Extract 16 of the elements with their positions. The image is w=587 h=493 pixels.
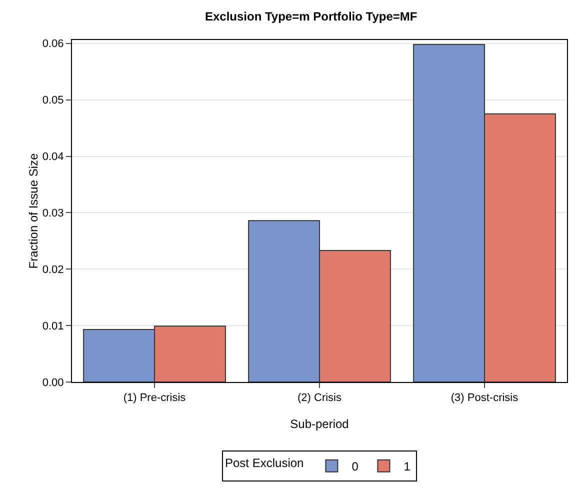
legend-label: 0 (352, 460, 359, 474)
y-tick-label: 0.00 (42, 376, 64, 389)
y-tick-label: 0.05 (42, 94, 64, 107)
chart-title: Exclusion Type=m Portfolio Type=MF (204, 10, 418, 24)
y-tick-label: 0.01 (42, 320, 64, 332)
x-axis-title: Sub-period (290, 417, 349, 431)
y-axis-title: Fraction of Issue Size (26, 152, 40, 269)
y-tick-label: 0.04 (42, 151, 64, 164)
y-tick-label: 0.06 (42, 38, 64, 50)
x-tick-label: (2) Crisis (298, 392, 342, 404)
legend-title: Post Exclusion (225, 456, 304, 470)
legend-label: 1 (404, 460, 411, 474)
x-tick-label: (1) Pre-crisis (123, 392, 186, 404)
x-tick-label: (3) Post-crisis (450, 392, 519, 404)
y-tick-label: 0.03 (42, 208, 64, 220)
y-tick-label: 0.02 (42, 264, 64, 276)
